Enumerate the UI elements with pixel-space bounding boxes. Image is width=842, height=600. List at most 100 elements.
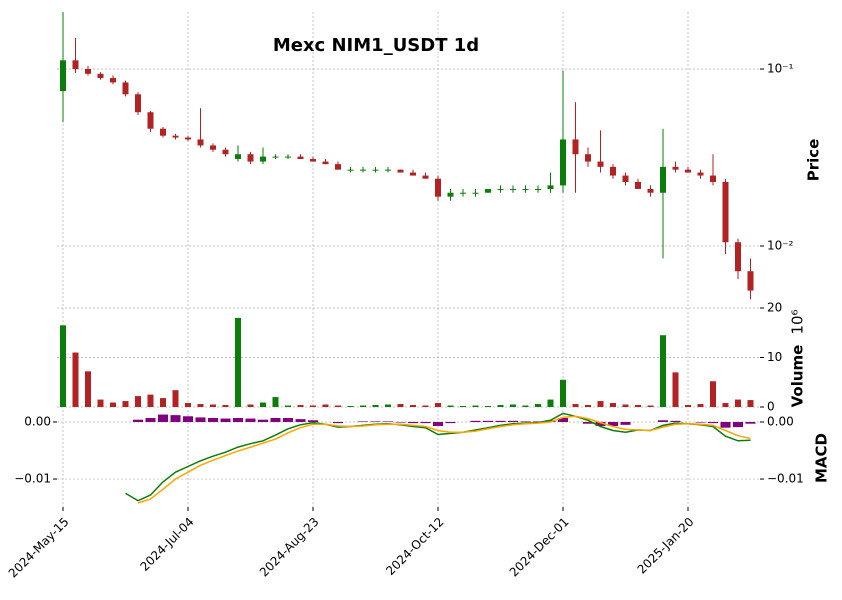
candle-body [535,188,541,190]
volume-bar [510,404,516,407]
macd-histogram-bar [208,417,218,422]
macd-histogram-bar [670,420,681,422]
macd-histogram-bar [658,420,668,422]
candle-body [347,169,354,171]
y-axis-scale: 10⁶ [789,309,807,334]
volume-bar [235,317,241,407]
candle-body [135,94,141,113]
candle-body [572,139,579,155]
candle-body [597,161,604,167]
signal-line [137,415,751,504]
y-tick-label: 0.00 [24,414,51,428]
candle-body [110,77,116,83]
macd-histogram-bar [170,415,181,422]
y-axis-label: MACD [813,433,831,483]
macd-histogram-bar [220,418,231,422]
macd-histogram-bar [245,418,256,422]
candle-body [710,175,716,182]
macd-histogram-bar [520,421,531,422]
x-tick-label: 2025-Jan-20 [635,515,697,577]
macd-histogram-bar [470,420,481,422]
volume-bar [160,398,166,407]
macd-histogram-bar [195,417,206,422]
candle-body [247,154,254,162]
candle-body [147,112,154,129]
macd-histogram-bar [333,421,343,424]
candle-body [272,156,279,158]
macd-histogram-bar [745,421,756,424]
x-tick-label: 2024-May-15 [6,515,72,581]
candle-body [335,164,341,170]
macd-histogram-bar [558,417,568,422]
candle-body [210,145,216,150]
volume-bar [72,352,79,407]
macd-histogram-bar [545,420,556,422]
volume-bar [672,372,679,407]
candle-body [385,169,391,171]
candle-body [460,192,466,194]
macd-histogram-bar [620,421,631,425]
candle-body [410,172,416,176]
volume-bar [610,403,616,407]
volume-bar [360,405,366,407]
macd-histogram-bar [733,421,743,428]
macd-histogram-bar [233,417,243,422]
volume-bar [410,405,416,407]
macd-histogram-bar [408,421,418,424]
volume-bar [135,396,141,407]
volume-bar [247,404,254,407]
candle-body [497,188,504,190]
volume-bar [60,325,66,407]
candle-body [472,192,479,194]
volume-bar [585,405,591,407]
y-axis-label: Price [805,139,823,182]
candle-body [660,166,666,193]
candle-body [397,169,404,173]
candle-body [322,161,329,165]
volume-bar [222,405,229,407]
candle-body [310,159,316,162]
volume-bar [97,399,104,407]
macd-histogram-bar [308,420,318,422]
macd-histogram-bar [158,414,168,422]
volume-bar [110,402,116,407]
candle-body [547,185,554,189]
volume-bar [435,403,441,407]
macd-histogram-bar [258,419,268,422]
volume-bar [622,404,629,407]
volume-bar [347,406,354,407]
y-tick-label: −0.01 [14,472,51,486]
volume-bar [747,400,754,407]
candle-body [447,192,454,197]
macd-histogram-bar [358,421,368,422]
candle-body [435,178,441,197]
macd-histogram-bar [270,417,281,422]
candle-body [722,181,729,243]
candle-body [635,181,641,189]
volume-bar [322,404,329,407]
candle-body [372,169,379,171]
macd-histogram-bar [533,421,543,422]
volume-bar [485,406,491,407]
candle-body [85,69,91,74]
volume-bar [722,403,729,407]
candle-body [422,175,429,179]
candle-body [197,139,204,146]
macd-histogram-bar [183,416,193,422]
volume-bar [122,401,129,407]
candle-body [747,271,754,291]
candle-body [97,73,104,78]
macd-histogram-bar [495,420,506,422]
candle-body [560,139,566,186]
y-tick-label: −0.01 [767,472,804,486]
macd-histogram-bar [295,419,306,422]
x-tick-label: 2024-Oct-12 [383,515,446,578]
candle-body [72,60,79,70]
volume-bar [172,390,179,407]
y-tick-label: 0.00 [767,414,794,428]
y-tick-label: 10⁻¹ [767,62,794,76]
macd-histogram-bar [145,417,156,422]
volume-bar [635,405,641,407]
y-tick-label: 0 [767,400,775,414]
volume-bar [660,335,666,407]
